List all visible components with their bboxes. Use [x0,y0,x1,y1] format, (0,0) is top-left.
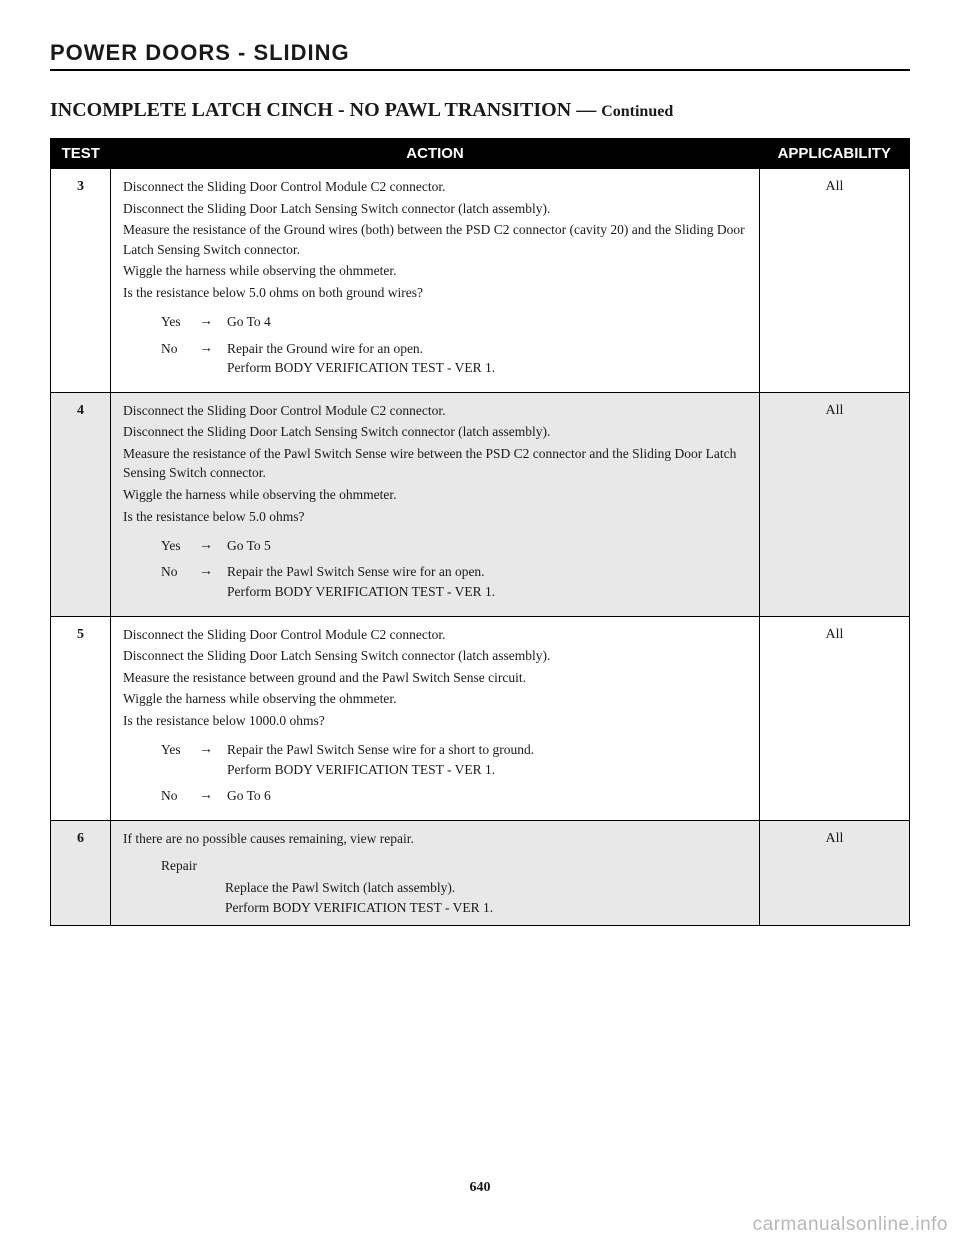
choice-text-line: Perform BODY VERIFICATION TEST - VER 1. [227,360,495,375]
action-line: If there are no possible causes remainin… [123,829,747,849]
choice-text-line: Perform BODY VERIFICATION TEST - VER 1. [227,584,495,599]
choice-no: No → Repair the Ground wire for an open.… [161,339,747,378]
choice-text-line: Repair the Pawl Switch Sense wire for a … [227,742,534,757]
test-number: 6 [51,820,111,925]
action-line: Wiggle the harness while observing the o… [123,689,747,709]
action-line: Disconnect the Sliding Door Latch Sensin… [123,422,747,442]
arrow-icon: → [199,562,227,582]
choice-yes: Yes → Repair the Pawl Switch Sense wire … [161,740,747,779]
table-header-row: TEST ACTION APPLICABILITY [51,139,910,169]
action-line: Disconnect the Sliding Door Control Modu… [123,625,747,645]
choice-text-line: Repair the Pawl Switch Sense wire for an… [227,564,485,579]
arrow-icon: → [199,536,227,556]
choice-text: Go To 5 [227,536,747,556]
choice-text: Go To 4 [227,312,747,332]
action-line: Wiggle the harness while observing the o… [123,485,747,505]
applicability-cell: All [760,169,910,393]
table-row: 6 If there are no possible causes remain… [51,820,910,925]
choice-yes: Yes → Go To 5 [161,536,747,556]
choices: Yes → Repair the Pawl Switch Sense wire … [161,740,747,805]
col-action: ACTION [111,139,760,169]
action-block: If there are no possible causes remainin… [123,829,747,849]
arrow-icon: → [199,339,227,359]
choice-label: Yes [161,536,199,556]
choices: Yes → Go To 5 No → Repair the Pawl Switc… [161,536,747,601]
choice-text: Repair the Ground wire for an open. Perf… [227,339,747,378]
action-line: Measure the resistance of the Ground wir… [123,220,747,259]
choice-text: Go To 6 [227,786,747,806]
repair-text-line: Perform BODY VERIFICATION TEST - VER 1. [225,898,747,918]
action-line: Is the resistance below 5.0 ohms? [123,507,747,527]
choice-label: Yes [161,740,199,760]
table-row: 3 Disconnect the Sliding Door Control Mo… [51,169,910,393]
applicability-cell: All [760,820,910,925]
table-row: 4 Disconnect the Sliding Door Control Mo… [51,392,910,616]
choice-label: No [161,786,199,806]
action-line: Is the resistance below 1000.0 ohms? [123,711,747,731]
choice-no: No → Go To 6 [161,786,747,806]
choice-label: No [161,339,199,359]
action-cell: If there are no possible causes remainin… [111,820,760,925]
action-block: Disconnect the Sliding Door Control Modu… [123,625,747,731]
title-main: INCOMPLETE LATCH CINCH - NO PAWL TRANSIT… [50,99,571,121]
title-sep: — [571,99,601,121]
title-continued: Continued [601,103,673,120]
action-line: Disconnect the Sliding Door Control Modu… [123,177,747,197]
col-applicability: APPLICABILITY [760,139,910,169]
test-number: 5 [51,616,111,820]
action-line: Measure the resistance between ground an… [123,668,747,688]
action-line: Disconnect the Sliding Door Control Modu… [123,401,747,421]
arrow-icon: → [199,786,227,806]
page-number: 640 [0,1180,960,1196]
choice-text: Repair the Pawl Switch Sense wire for a … [227,740,747,779]
test-number: 4 [51,392,111,616]
choice-label: No [161,562,199,582]
action-line: Disconnect the Sliding Door Latch Sensin… [123,199,747,219]
test-number: 3 [51,169,111,393]
arrow-icon: → [199,740,227,760]
action-cell: Disconnect the Sliding Door Control Modu… [111,392,760,616]
page-title: INCOMPLETE LATCH CINCH - NO PAWL TRANSIT… [50,99,910,122]
action-block: Disconnect the Sliding Door Control Modu… [123,401,747,526]
action-line: Measure the resistance of the Pawl Switc… [123,444,747,483]
action-line: Is the resistance below 5.0 ohms on both… [123,283,747,303]
watermark: carmanualsonline.info [753,1214,948,1236]
choice-yes: Yes → Go To 4 [161,312,747,332]
applicability-cell: All [760,616,910,820]
action-cell: Disconnect the Sliding Door Control Modu… [111,616,760,820]
applicability-cell: All [760,392,910,616]
repair-block: Repair Replace the Pawl Switch (latch as… [161,856,747,917]
action-cell: Disconnect the Sliding Door Control Modu… [111,169,760,393]
action-block: Disconnect the Sliding Door Control Modu… [123,177,747,302]
col-test: TEST [51,139,111,169]
section-header: POWER DOORS - SLIDING [50,40,910,71]
choices: Yes → Go To 4 No → Repair the Ground wir… [161,312,747,377]
action-line: Wiggle the harness while observing the o… [123,261,747,281]
repair-label: Repair [161,856,747,876]
repair-text-line: Replace the Pawl Switch (latch assembly)… [225,878,747,898]
choice-text-line: Perform BODY VERIFICATION TEST - VER 1. [227,762,495,777]
choice-no: No → Repair the Pawl Switch Sense wire f… [161,562,747,601]
action-line: Disconnect the Sliding Door Latch Sensin… [123,646,747,666]
choice-text: Repair the Pawl Switch Sense wire for an… [227,562,747,601]
table-row: 5 Disconnect the Sliding Door Control Mo… [51,616,910,820]
choice-text-line: Repair the Ground wire for an open. [227,341,423,356]
choice-label: Yes [161,312,199,332]
arrow-icon: → [199,312,227,332]
diagnostic-table: TEST ACTION APPLICABILITY 3 Disconnect t… [50,138,910,926]
